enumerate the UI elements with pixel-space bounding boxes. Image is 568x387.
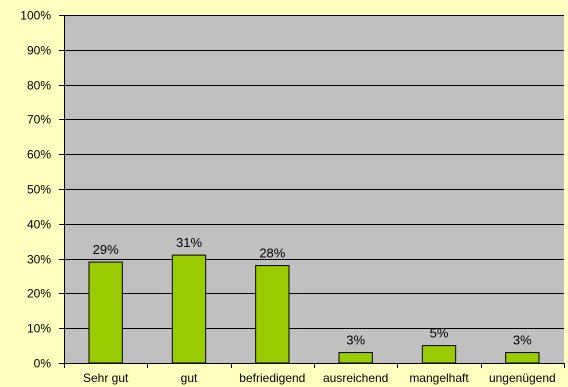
data-label: 3% — [513, 333, 532, 348]
bars — [88, 254, 540, 364]
y-tick-label: 20% — [27, 287, 51, 301]
data-label: 29% — [93, 242, 119, 257]
bar — [421, 345, 457, 364]
y-axis-tick-labels: 0% 10% 20% 30% 40% 50% 60% 70% 80% 90% 100% — [20, 9, 51, 371]
data-label: 28% — [259, 246, 285, 261]
y-tick-label: 100% — [20, 9, 51, 23]
y-tick-label: 40% — [27, 218, 51, 232]
bar — [88, 261, 123, 364]
bar — [338, 352, 373, 364]
axes — [59, 15, 565, 368]
gridlines — [64, 15, 564, 329]
y-tick-label: 10% — [27, 322, 51, 336]
x-category-label: gut — [181, 371, 198, 385]
y-tick-label: 80% — [27, 79, 51, 93]
x-axis-category-labels: Sehr gut gut befriedigend ausreichend mangel… — [83, 371, 556, 385]
bar — [505, 352, 540, 364]
x-category-label: ausreichend — [323, 371, 388, 385]
data-label: 31% — [176, 235, 202, 250]
x-category-label: mangelhaft — [409, 371, 469, 385]
data-label: 3% — [346, 333, 365, 348]
data-label: 5% — [430, 326, 449, 341]
y-tick-label: 60% — [27, 148, 51, 162]
y-tick-label: 90% — [27, 44, 51, 58]
x-category-label: Sehr gut — [83, 371, 129, 385]
y-tick-label: 50% — [27, 183, 51, 197]
y-tick-label: 30% — [27, 253, 51, 267]
y-tick-label: 0% — [34, 357, 52, 371]
bar — [171, 254, 207, 364]
x-category-label: befriedigend — [239, 371, 305, 385]
data-labels: 29% 31% 28% 3% 5% 3% — [93, 235, 533, 347]
x-category-label: ungenügend — [489, 371, 556, 385]
bar — [255, 265, 290, 364]
y-tick-label: 70% — [27, 113, 51, 127]
